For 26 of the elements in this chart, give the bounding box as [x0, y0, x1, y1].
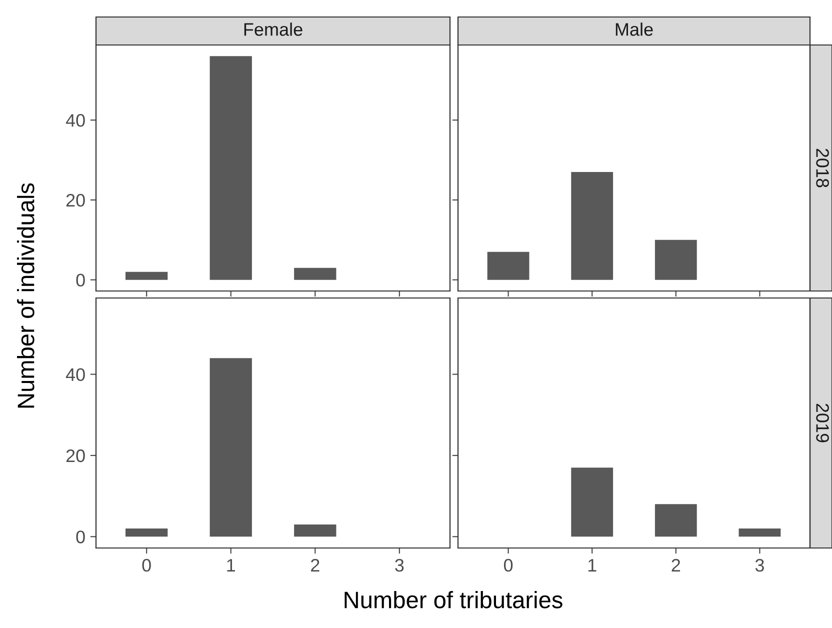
chart-title: Male: [616, 22, 653, 36]
x-tick-label: 3: [755, 558, 764, 572]
y-tick-label: 40: [66, 368, 85, 382]
bar: [126, 272, 168, 280]
x-axis-title: Number of tributaries: [344, 590, 562, 608]
bar: [126, 528, 168, 537]
x-tick-label: 2: [311, 558, 320, 572]
bar: [294, 524, 336, 537]
y-axis-title: Number of individuals: [16, 183, 34, 408]
bar: [210, 56, 252, 280]
chart-title: Female: [244, 22, 302, 36]
y-tick-label: 40: [66, 114, 85, 127]
bar: [294, 268, 336, 280]
text: 2018: [816, 148, 829, 188]
x-tick-label: 1: [588, 559, 596, 572]
x-tick-label: 0: [142, 558, 151, 572]
x-tick-label: 2: [672, 558, 680, 572]
x-tick-label: 0: [504, 558, 513, 572]
y-tick-label: 20: [66, 194, 85, 207]
x-tick-label: 1: [227, 559, 235, 572]
x-tick-label: 3: [395, 558, 404, 572]
y-tick-label: 20: [66, 449, 85, 462]
text: 2019: [816, 404, 829, 442]
bar: [210, 358, 252, 537]
y-tick-label: 0: [76, 530, 85, 544]
y-tick-label: 0: [76, 274, 85, 287]
